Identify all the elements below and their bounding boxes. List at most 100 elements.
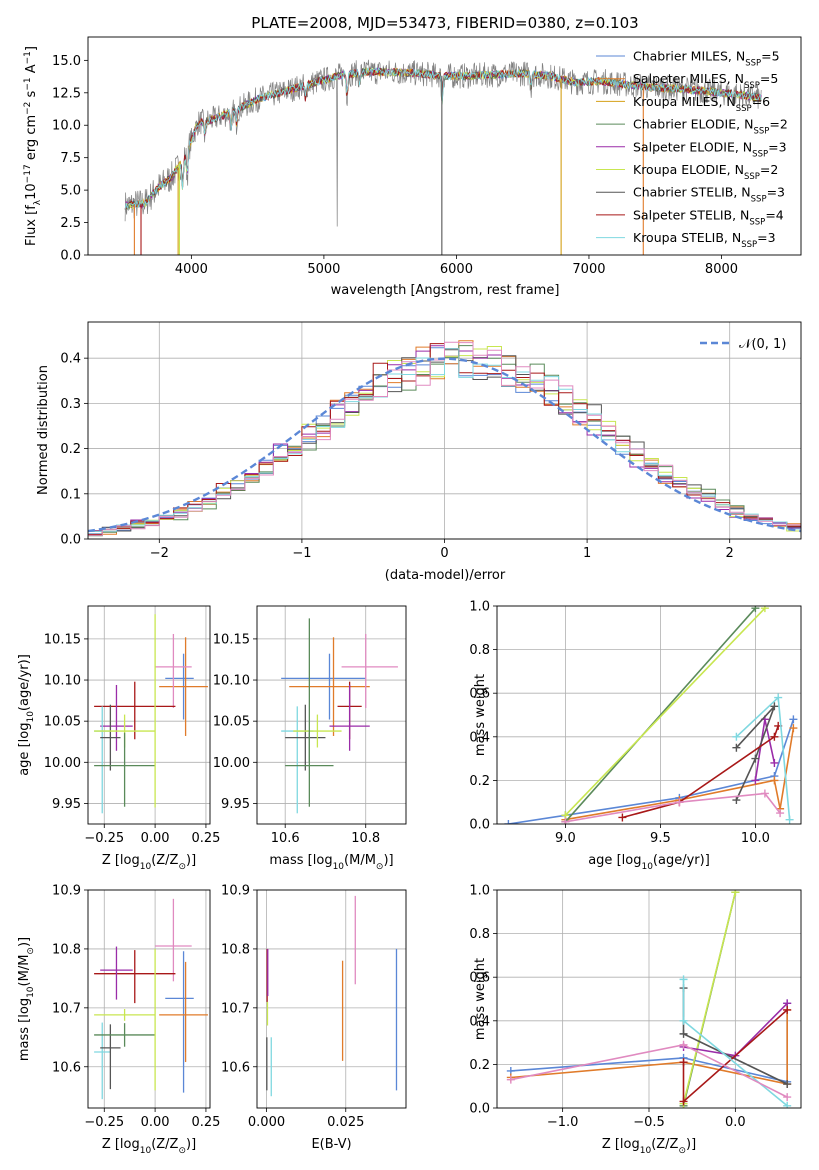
x-tick-label: 0 — [440, 546, 448, 561]
plot-area-residuals — [88, 340, 801, 538]
y-tick-label: 0.0 — [469, 1102, 490, 1117]
y-axis-label: mass weight — [473, 958, 488, 1040]
y-tick-label: 10.10 — [213, 674, 250, 689]
weight-line-salpeter-miles — [510, 1009, 788, 1085]
y-tick-label: 0.4 — [469, 1014, 490, 1029]
y-tick-label: 10.15 — [44, 632, 81, 647]
errorbar-point — [281, 706, 314, 814]
weight-marker — [504, 820, 513, 824]
weight-marker — [783, 1005, 792, 1014]
panel-residuals: −2 −1 0 1 2 0.0 0.1 0.2 0.3 0.4 (data-model)/error… — [36, 321, 802, 583]
x-tick-label: 2 — [726, 546, 734, 561]
errorbar-point — [341, 633, 398, 709]
weight-marker — [770, 758, 779, 767]
y-tick-label: 9.95 — [52, 797, 81, 812]
weight-marker — [751, 776, 760, 785]
y-tick-label: 9.95 — [221, 797, 250, 812]
axes-frame — [87, 321, 802, 540]
plot-area-mass_vs_ebv — [266, 895, 398, 1097]
x-tick-label: 1 — [583, 546, 591, 561]
weight-marker — [783, 1080, 792, 1089]
x-tick-label: 6000 — [440, 262, 473, 277]
plot-area-spectrum — [124, 59, 762, 255]
errorbar-point — [155, 633, 192, 709]
y-tick-label: 10.00 — [44, 756, 81, 771]
y-tick-label: 10.10 — [44, 674, 81, 689]
x-tick-label: 10.8 — [351, 831, 380, 846]
y-tick-label: 0.6 — [469, 687, 490, 702]
axes-frame — [256, 605, 407, 825]
x-tick-label: −1 — [292, 546, 311, 561]
x-tick-label: 0.00 — [141, 831, 170, 846]
panel-mass_vs_ebv: 0.000 0.025 10.6 10.7 10.8 10.9 E(B-V) — [221, 884, 407, 1152]
weight-line-pink — [565, 792, 781, 823]
legend-entry: 𝒩(0, 1) — [739, 337, 786, 352]
errorbar-point — [285, 704, 326, 771]
plot-area-weight_vs_Z — [506, 890, 792, 1108]
x-tick-label: 0.000 — [248, 1115, 285, 1130]
weight-marker — [732, 796, 741, 805]
errorbar-point — [100, 684, 133, 751]
legend-entry: Kroupa ELODIE, NSSP=2 — [633, 162, 778, 182]
legend-entry: Salpeter ELODIE, NSSP=3 — [633, 139, 787, 159]
plot-area-age_vs_Z — [94, 614, 208, 814]
weight-line-kroupa-elodie — [564, 607, 766, 816]
errorbar-point — [329, 684, 370, 751]
x-axis-label: mass [log10(M/M⊙)] — [269, 853, 393, 872]
y-tick-label: 0.0 — [60, 249, 81, 264]
chart-title: PLATE=2008, MJD=53473, FIBERID=0380, z=0… — [251, 14, 638, 32]
legend-entry: Salpeter MILES, NSSP=5 — [633, 71, 778, 91]
model-spectrum-kroupa-stelib — [124, 66, 762, 210]
weight-line-kroupa-elodie — [682, 892, 737, 1104]
y-tick-label: 10.0 — [52, 119, 81, 134]
weight-marker — [776, 809, 785, 818]
errorbar-point — [94, 732, 156, 807]
weight-marker — [506, 1075, 515, 1084]
weight-marker — [785, 815, 794, 824]
errorbar-point — [165, 951, 194, 1093]
weight-marker — [770, 702, 779, 711]
weight-marker — [679, 1040, 688, 1049]
y-tick-label: 0.3 — [60, 397, 81, 412]
y-tick-label: 12.5 — [52, 86, 81, 101]
x-tick-label: −2 — [150, 546, 169, 561]
y-axis-label: mass weight — [473, 674, 488, 756]
y-tick-label: 5.0 — [60, 184, 81, 199]
y-tick-label: 15.0 — [52, 54, 81, 69]
weight-marker — [789, 715, 798, 724]
x-tick-label: 5000 — [307, 262, 340, 277]
x-tick-label: −1.0 — [547, 1115, 579, 1130]
weight-line-chabrier-elodie — [564, 607, 756, 823]
errorbar-point — [289, 637, 370, 736]
y-tick-label: 10.6 — [52, 1060, 81, 1075]
axes-frame — [87, 605, 211, 825]
histogram-pink — [88, 341, 801, 538]
weight-marker — [770, 776, 779, 785]
x-tick-label: 8000 — [705, 262, 738, 277]
x-tick-label: 10.0 — [741, 831, 770, 846]
weight-marker — [675, 798, 684, 807]
errorbar-point — [94, 681, 176, 740]
x-tick-label: 0.00 — [141, 1115, 170, 1130]
panel-weight_vs_age: 9.0 9.5 10.0 0.0 0.2 0.4 0.6 0.8 1.0 age [log10(a… — [469, 600, 802, 872]
weight-marker — [679, 975, 688, 984]
y-tick-label: 10.7 — [221, 1001, 250, 1016]
errorbar-point — [293, 714, 342, 748]
y-axis-label: Normed distribution — [36, 365, 51, 495]
weight-marker — [751, 606, 760, 613]
x-axis-label: E(B-V) — [311, 1137, 351, 1152]
y-tick-label: 2.5 — [60, 216, 81, 231]
plot-area-weight_vs_age — [504, 606, 798, 824]
x-tick-label: 9.5 — [650, 831, 671, 846]
weight-line-chabrier-stelib — [735, 705, 776, 801]
y-tick-label: 10.05 — [44, 715, 81, 730]
errorbar-point — [100, 704, 121, 771]
weight-marker — [679, 1029, 688, 1038]
y-tick-label: 10.7 — [52, 1001, 81, 1016]
x-axis-label: Z [log10(Z/Z⊙)] — [102, 853, 196, 872]
x-tick-label: −0.25 — [84, 1115, 124, 1130]
errorbar-point — [100, 946, 133, 1000]
axes-frame — [496, 889, 802, 1109]
